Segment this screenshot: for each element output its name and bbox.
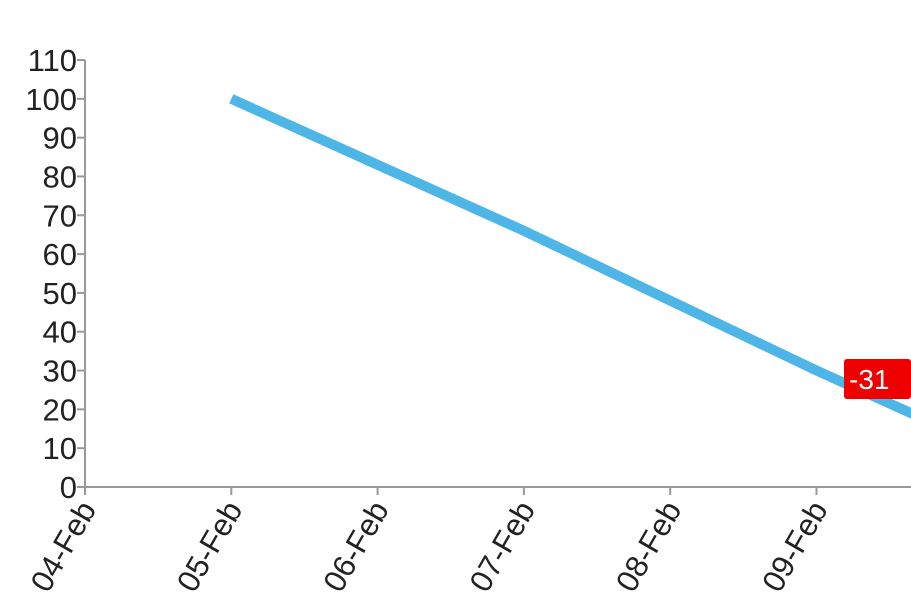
y-tick-label: 30 [43, 354, 77, 389]
x-tick-label: 08-Feb [609, 495, 688, 598]
x-tick-label: 09-Feb [755, 495, 834, 598]
annotation: -31 [849, 364, 889, 395]
y-tick-label: 50 [43, 276, 77, 311]
y-tick-label: 10 [43, 431, 77, 466]
y-tick-label: 40 [43, 315, 77, 350]
y-tick-label: 80 [43, 159, 77, 194]
y-tick-label: 90 [43, 121, 77, 156]
y-tick-label: 70 [43, 198, 77, 233]
y-tick-label: 0 [60, 470, 77, 505]
line-series [229, 94, 911, 419]
x-tick-label: 06-Feb [316, 495, 395, 598]
x-tick-label: 07-Feb [463, 495, 542, 598]
x-tick-label: 05-Feb [170, 495, 249, 598]
plot-area [229, 94, 911, 419]
y-tick-label: 60 [43, 237, 77, 272]
y-tick-label: 100 [25, 82, 77, 117]
x-tick-label: 04-Feb [24, 495, 103, 598]
y-tick-label: 20 [43, 392, 77, 427]
y-tick-label: 110 [28, 43, 77, 78]
annotation-box [844, 359, 911, 399]
